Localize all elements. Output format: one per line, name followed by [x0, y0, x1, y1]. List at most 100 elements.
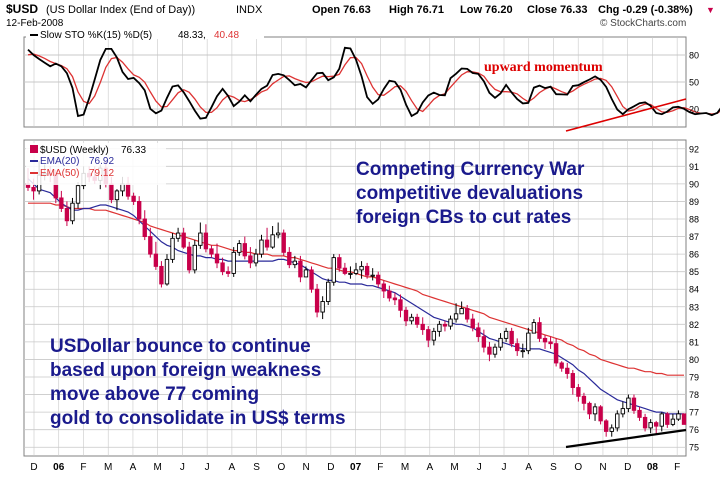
chart-date: 12-Feb-2008 — [6, 18, 64, 29]
x-tick-label: F — [80, 462, 86, 473]
x-tick-label: M — [154, 462, 162, 473]
candle-up — [348, 272, 353, 275]
candle-up — [292, 260, 298, 266]
candle-up — [592, 406, 598, 415]
candle-down — [587, 402, 592, 415]
candle-down — [559, 362, 564, 369]
price-y-tick-label: 76 — [689, 425, 699, 435]
price-y-tick-label: 78 — [689, 390, 699, 400]
x-tick-label: 08 — [647, 462, 659, 473]
annotation-line: gold to consolidate in US$ terms — [50, 408, 346, 429]
price-legend-swatch — [30, 145, 38, 153]
candle-up — [70, 202, 75, 222]
candle-down — [604, 420, 609, 432]
annotation-line: move above 77 coming — [50, 384, 259, 405]
x-tick-label: A — [525, 462, 532, 473]
annotation-line: Competing Currency War — [356, 159, 585, 180]
candle-down — [681, 413, 687, 425]
candle-down — [487, 346, 492, 355]
candle-up — [370, 274, 375, 277]
candle-up — [459, 308, 464, 315]
annotation-line: foreign CBs to cut rates — [356, 207, 571, 228]
candle-up — [453, 313, 459, 320]
candle-down — [553, 343, 559, 364]
price-y-tick-label: 85 — [689, 267, 699, 277]
candle-down — [476, 327, 481, 338]
candle-down — [392, 297, 398, 301]
candle-down — [576, 387, 581, 397]
sto-y-axis: 20 50 80 — [689, 51, 699, 115]
price-y-tick-label: 75 — [689, 443, 699, 453]
sto-y-tick-label: 80 — [689, 51, 699, 61]
candle-up — [626, 397, 631, 410]
candle-up — [175, 232, 181, 239]
x-tick-label: D — [327, 462, 334, 473]
annotation-line: USDollar bounce to continue — [50, 336, 311, 357]
x-tick-label: M — [104, 462, 112, 473]
candle-up — [276, 232, 281, 236]
candle-up — [170, 237, 175, 260]
candle-up — [620, 408, 626, 415]
candle-down — [64, 208, 70, 222]
ema50-legend-label: EMA(50) — [40, 168, 79, 179]
price-y-tick-label: 88 — [689, 215, 699, 225]
candle-up — [520, 350, 525, 353]
x-tick-label: F — [674, 462, 680, 473]
candle-up — [75, 185, 81, 204]
x-tick-label: A — [130, 462, 137, 473]
candle-up — [303, 269, 309, 278]
candle-down — [515, 343, 520, 352]
candle-up — [192, 244, 197, 271]
price-y-tick-label: 77 — [689, 408, 699, 418]
candle-up — [320, 301, 325, 313]
candle-down — [376, 274, 381, 285]
candle-down — [225, 271, 231, 274]
candle-down — [565, 367, 570, 374]
candle-down — [153, 253, 159, 267]
stockcharts-brand: © StockCharts.com — [600, 18, 686, 29]
candle-down — [381, 283, 386, 292]
candle-down — [148, 236, 153, 255]
x-tick-label: J — [477, 462, 482, 473]
candle-down — [287, 251, 292, 266]
x-tick-label: 07 — [350, 462, 362, 473]
price-y-tick-label: 89 — [689, 197, 699, 207]
candle-up — [670, 418, 676, 425]
candle-down — [109, 183, 114, 201]
candle-down — [281, 232, 286, 253]
ema50-value: 79.12 — [89, 168, 114, 179]
price-y-tick-label: 90 — [689, 179, 699, 189]
open-value: Open 76.63 — [312, 4, 371, 16]
candle-down — [387, 290, 392, 299]
candle-down — [209, 248, 214, 255]
candle-down — [220, 262, 225, 273]
candle-down — [537, 322, 542, 339]
candle-up — [198, 232, 203, 246]
candle-up — [164, 258, 170, 285]
candle-up — [648, 422, 653, 429]
sto-legend: Slow STO %K(15) %D(5) 48.33, 40.48 — [26, 29, 264, 41]
x-tick-label: J — [180, 462, 185, 473]
sto-legend-label: Slow STO %K(15) %D(5) — [40, 30, 152, 41]
x-tick-label: J — [502, 462, 507, 473]
candle-down — [420, 323, 425, 331]
candle-down — [542, 337, 548, 343]
currency-war-annotation: Competing Currency War competitive deval… — [356, 159, 585, 228]
x-tick-label: S — [550, 462, 557, 473]
price-y-tick-label: 87 — [689, 232, 699, 242]
x-tick-label: F — [377, 462, 383, 473]
sto-lines — [27, 46, 720, 120]
candle-down — [264, 239, 270, 248]
price-y-tick-label: 80 — [689, 355, 699, 365]
x-tick-label: M — [450, 462, 458, 473]
candle-down — [509, 330, 514, 345]
price-y-tick-label: 86 — [689, 250, 699, 260]
chart-exchange: INDX — [236, 4, 263, 16]
candle-down — [598, 406, 603, 422]
candle-down — [298, 260, 303, 278]
price-y-tick-label: 91 — [689, 162, 699, 172]
candle-up — [253, 253, 259, 264]
candle-down — [248, 255, 253, 264]
